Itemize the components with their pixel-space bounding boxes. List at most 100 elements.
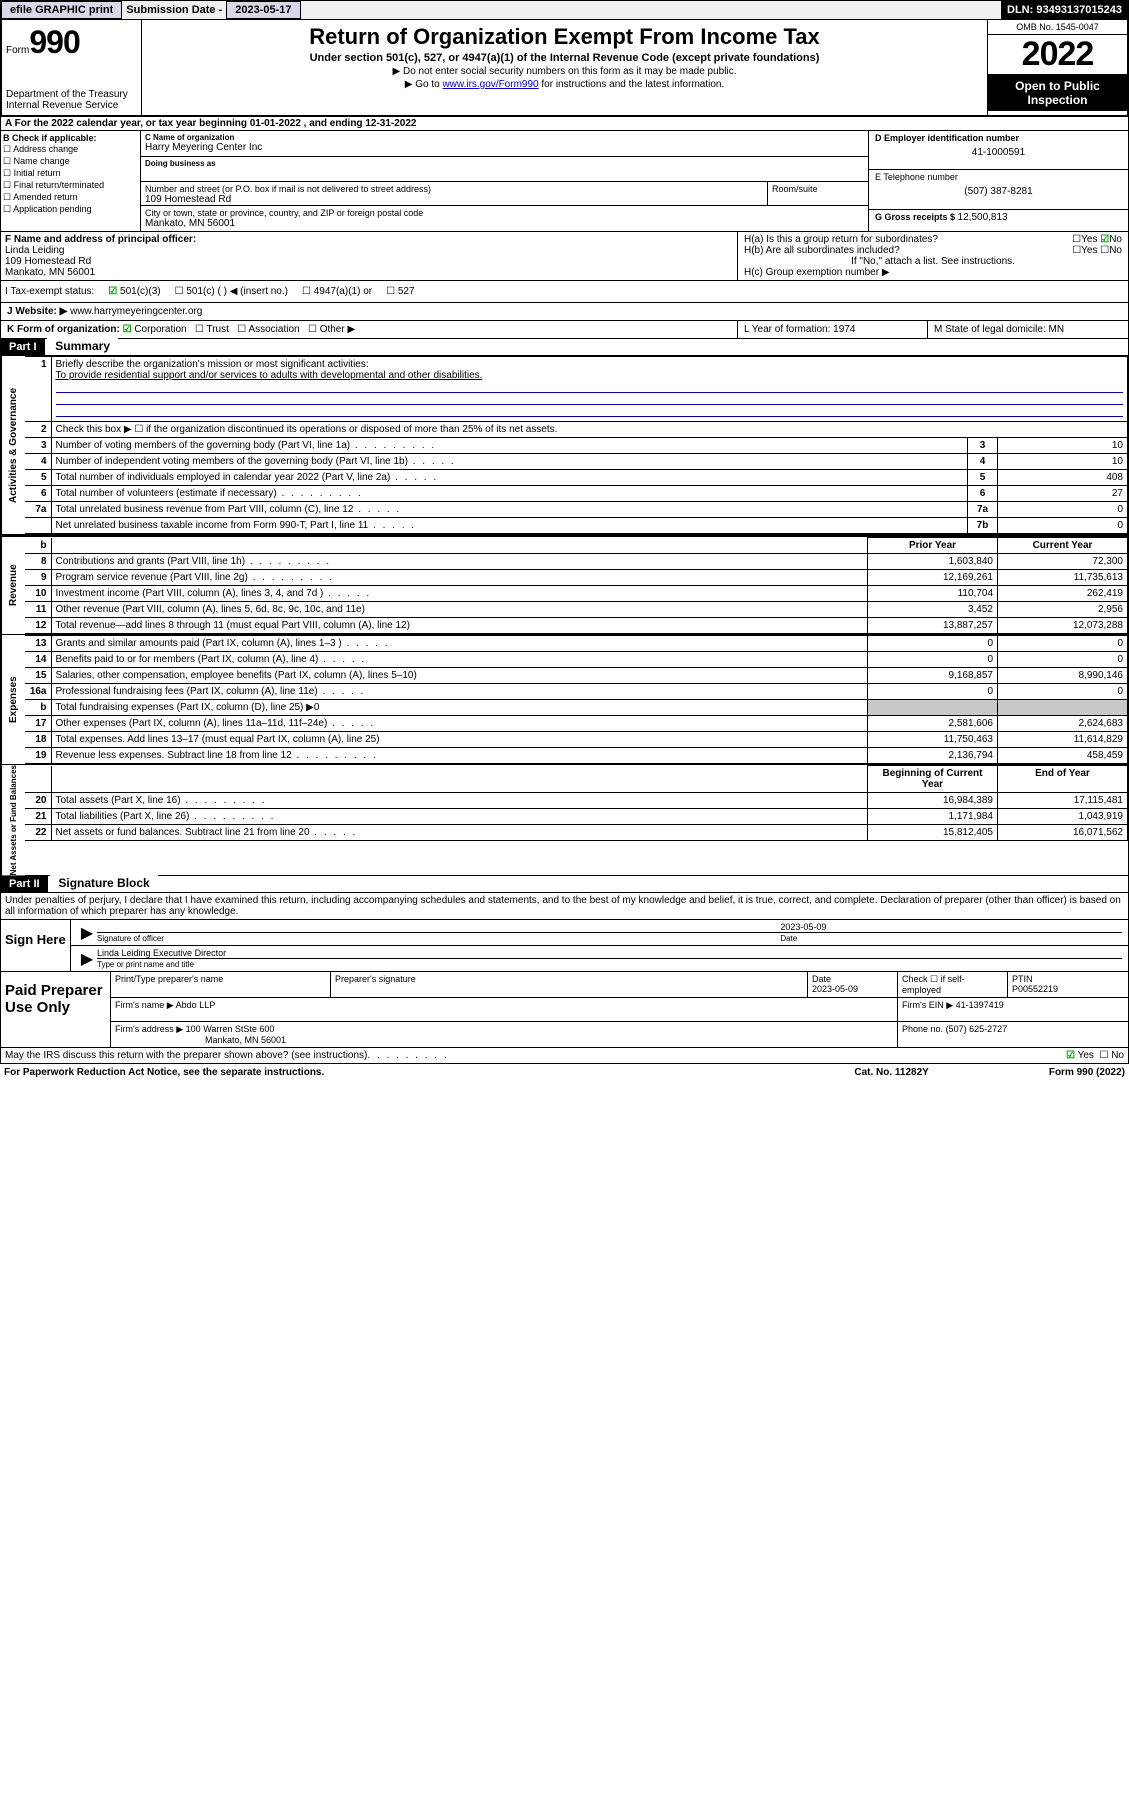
ein-label: D Employer identification number (875, 133, 1122, 143)
hb-note: If "No," attach a list. See instructions… (744, 256, 1122, 267)
sig-officer-label: Signature of officer (97, 932, 780, 943)
check-addr[interactable]: ☐ Address change (3, 144, 138, 155)
row-k-l-m: K Form of organization: ☑ Corporation ☐ … (0, 321, 1129, 339)
check-amended[interactable]: ☐ Amended return (3, 192, 138, 203)
submission-label: Submission Date - (122, 4, 226, 16)
self-emp-check[interactable]: Check ☐ if self-employed (898, 972, 1008, 997)
firm-name: Abdo LLP (176, 1000, 216, 1010)
perjury-text: Under penalties of perjury, I declare th… (0, 893, 1129, 920)
header-left: Form990 Department of the Treasury Inter… (2, 20, 142, 115)
check-501c[interactable]: ☐ 501(c) ( ) ◀ (insert no.) (175, 286, 288, 297)
table-row: 15Salaries, other compensation, employee… (25, 668, 1128, 684)
box-b-title: B Check if applicable: (3, 133, 138, 143)
hb-answer[interactable]: ☐Yes ☐No (1072, 245, 1122, 256)
check-501c3[interactable]: ☑ 501(c)(3) (108, 286, 160, 297)
ein-value: 41-1000591 (875, 147, 1122, 158)
arrow-icon: ▶ (77, 922, 97, 943)
sig-date-value: 2023-05-09 (780, 922, 1122, 932)
check-assoc[interactable]: ☐ Association (237, 324, 299, 335)
part1-revenue: Revenue bPrior YearCurrent Year 8Contrib… (0, 535, 1129, 635)
table-row: 7aTotal unrelated business revenue from … (25, 502, 1128, 518)
gross-value: 12,500,813 (958, 212, 1008, 223)
city-value: Mankato, MN 56001 (145, 218, 864, 229)
part1-expenses: Expenses 13Grants and similar amounts pa… (0, 635, 1129, 765)
part1-netassets: Net Assets or Fund Balances Beginning of… (0, 765, 1129, 876)
may-irs-answer[interactable]: ☑ Yes ☐ No (1066, 1050, 1124, 1061)
firm-addr-label: Firm's address ▶ (115, 1024, 183, 1034)
state-domicile: M State of legal domicile: MN (928, 321, 1128, 338)
efile-button[interactable]: efile GRAPHIC print (1, 1, 122, 19)
dln-label: DLN: 93493137015243 (1001, 1, 1128, 19)
hb-label: H(b) Are all subordinates included? (744, 245, 900, 256)
form-number: 990 (29, 24, 79, 60)
addr-value: 109 Homestead Rd (145, 194, 763, 205)
open-inspection: Open to Public Inspection (988, 75, 1127, 111)
header-right: OMB No. 1545-0047 2022 Open to Public In… (987, 20, 1127, 115)
table-row: 18Total expenses. Add lines 13–17 (must … (25, 732, 1128, 748)
goto-post: for instructions and the latest informat… (539, 79, 725, 90)
hc-label: H(c) Group exemption number ▶ (744, 267, 1122, 278)
col-current: Current Year (998, 538, 1128, 554)
check-initial[interactable]: ☐ Initial return (3, 168, 138, 179)
part1-governance: Activities & Governance 1 Briefly descri… (0, 356, 1129, 535)
firm-ein: 41-1397419 (956, 1000, 1004, 1010)
firm-ein-label: Firm's EIN ▶ (902, 1000, 953, 1010)
col-end: End of Year (998, 766, 1128, 793)
table-row: 9Program service revenue (Part VIII, lin… (25, 570, 1128, 586)
box-f: F Name and address of principal officer:… (1, 232, 738, 280)
table-row: 19Revenue less expenses. Subtract line 1… (25, 748, 1128, 764)
tax-status-label: I Tax-exempt status: (5, 286, 94, 297)
row-a: A For the 2022 calendar year, or tax yea… (0, 117, 1129, 131)
may-irs-row: May the IRS discuss this return with the… (0, 1048, 1129, 1064)
check-corp[interactable]: ☑ Corporation (123, 324, 187, 335)
expenses-table: 13Grants and similar amounts paid (Part … (25, 635, 1128, 764)
form-footer: Form 990 (2022) (1049, 1067, 1125, 1078)
addr-label: Number and street (or P.O. box if mail i… (145, 184, 763, 194)
table-row: 3Number of voting members of the governi… (25, 438, 1128, 454)
city-label: City or town, state or province, country… (145, 208, 864, 218)
col-prior: Prior Year (868, 538, 998, 554)
table-row: 12Total revenue—add lines 8 through 11 (… (25, 618, 1128, 634)
vtab-netassets: Net Assets or Fund Balances (1, 765, 25, 875)
topbar: efile GRAPHIC print Submission Date - 20… (0, 0, 1129, 20)
tax-year: 2022 (988, 35, 1127, 75)
check-final[interactable]: ☐ Final return/terminated (3, 180, 138, 191)
box-de: D Employer identification number 41-1000… (868, 131, 1128, 231)
table-row: 10Investment income (Part VIII, column (… (25, 586, 1128, 602)
table-row: 8Contributions and grants (Part VIII, li… (25, 554, 1128, 570)
mission-label: Briefly describe the organization's miss… (56, 359, 369, 370)
table-row: 13Grants and similar amounts paid (Part … (25, 636, 1128, 652)
officer-label: F Name and address of principal officer: (5, 234, 733, 245)
table-row: Net unrelated business taxable income fr… (25, 518, 1128, 534)
firm-name-label: Firm's name ▶ (115, 1000, 174, 1010)
check-pending[interactable]: ☐ Application pending (3, 204, 138, 215)
sign-here-label: Sign Here (1, 920, 71, 971)
table-row: 22Net assets or fund balances. Subtract … (25, 825, 1128, 841)
irs-link[interactable]: www.irs.gov/Form990 (442, 79, 538, 90)
form-word: Form (6, 45, 29, 56)
dept-label: Department of the Treasury Internal Reve… (6, 89, 137, 111)
prep-sig-label: Preparer's signature (331, 972, 808, 997)
name-label: C Name of organization (145, 133, 864, 142)
form-org-label: K Form of organization: (7, 324, 120, 335)
check-other[interactable]: ☐ Other ▶ (308, 324, 355, 335)
officer-addr2: Mankato, MN 56001 (5, 267, 733, 278)
form-subtitle: Under section 501(c), 527, or 4947(a)(1)… (150, 52, 979, 64)
table-row: 21Total liabilities (Part X, line 26)1,1… (25, 809, 1128, 825)
form-note-1: ▶ Do not enter social security numbers o… (150, 66, 979, 77)
vtab-expenses: Expenses (1, 635, 25, 764)
form-title: Return of Organization Exempt From Incom… (150, 24, 979, 50)
check-4947[interactable]: ☐ 4947(a)(1) or (302, 286, 372, 297)
revenue-table: bPrior YearCurrent Year 8Contributions a… (25, 537, 1128, 634)
check-trust[interactable]: ☐ Trust (195, 324, 229, 335)
box-b: B Check if applicable: ☐ Address change … (1, 131, 141, 231)
line2-text: Check this box ▶ ☐ if the organization d… (51, 422, 1128, 438)
check-name[interactable]: ☐ Name change (3, 156, 138, 167)
ha-answer[interactable]: ☐Yes ☑No (1072, 234, 1122, 245)
form-note-2: ▶ Go to www.irs.gov/Form990 for instruct… (150, 79, 979, 90)
website-label: J Website: ▶ (7, 306, 67, 317)
check-527[interactable]: ☐ 527 (386, 286, 414, 297)
submission-date-button[interactable]: 2023-05-17 (226, 1, 300, 19)
footer: For Paperwork Reduction Act Notice, see … (0, 1064, 1129, 1081)
part1-title: Summary (47, 337, 118, 355)
